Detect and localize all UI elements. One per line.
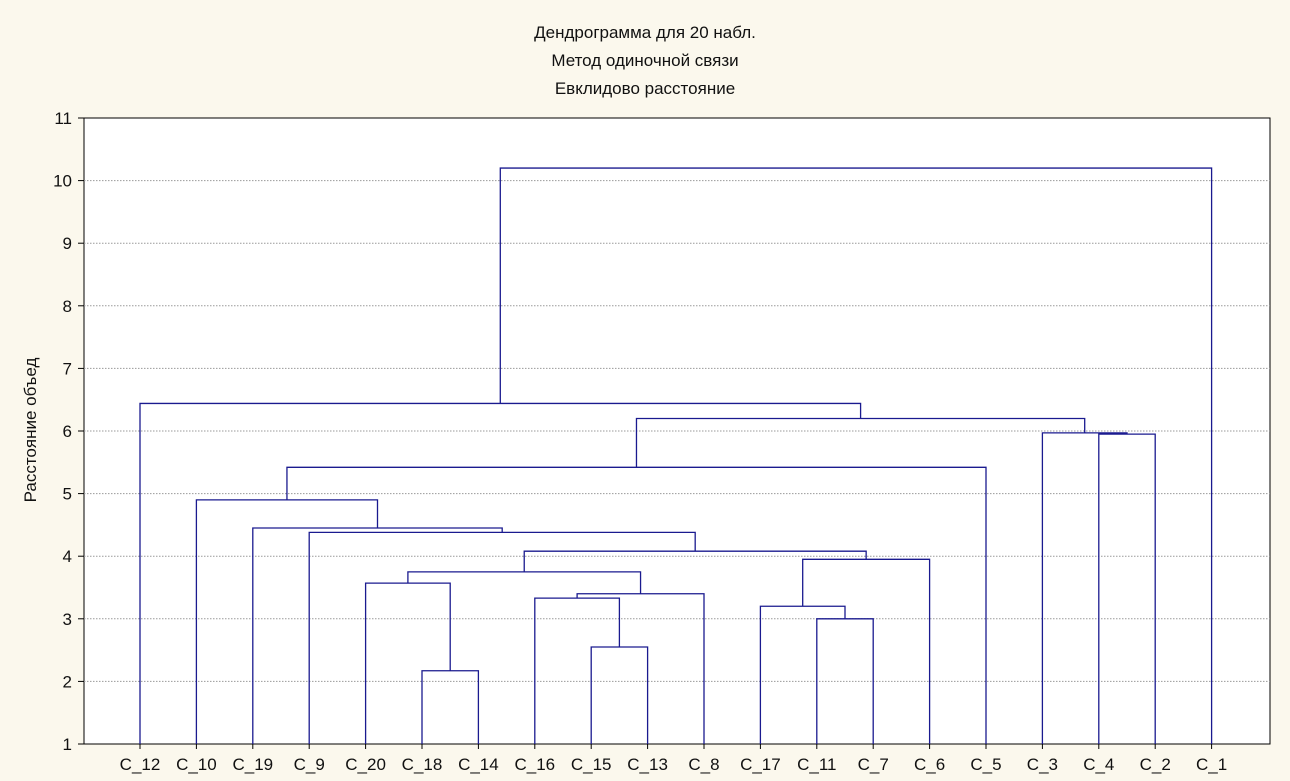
- leaf-label: C_12: [120, 755, 161, 774]
- leaf-label: C_11: [797, 755, 836, 774]
- leaf-label: C_17: [740, 755, 781, 774]
- leaf-label: C_10: [176, 755, 217, 774]
- leaf-label: C_5: [970, 755, 1001, 774]
- y-tick-label: 4: [63, 547, 72, 566]
- y-axis-label: Расстояние объед: [21, 358, 40, 503]
- y-axis-ticks: 1 2 3 4 5 6 7 8 9 10 11: [53, 109, 84, 754]
- y-tick-label: 10: [53, 172, 72, 191]
- leaf-label: C_13: [627, 755, 668, 774]
- y-tick-label: 8: [63, 297, 72, 316]
- leaf-label: C_9: [294, 755, 325, 774]
- y-tick-label: 5: [63, 485, 72, 504]
- leaf-label: C_20: [345, 755, 386, 774]
- leaf-label: C_16: [514, 755, 555, 774]
- dendrogram-links: [139, 167, 1213, 744]
- chart-title-line-1: Дендрограмма для 20 набл.: [534, 23, 756, 42]
- leaf-label: C_2: [1140, 755, 1171, 774]
- leaf-labels: C_12 C_10 C_19 C_9 C_20 C_18 C_14 C_16 C_15 C_13 C…: [120, 744, 1227, 774]
- leaf-label: C_8: [688, 755, 719, 774]
- y-tick-label: 1: [63, 735, 72, 754]
- dendrogram-link-m19: [499, 167, 1213, 744]
- chart-title-line-2: Метод одиночной связи: [551, 51, 738, 70]
- y-tick-label: 11: [54, 109, 72, 128]
- leaf-label: C_4: [1083, 755, 1114, 774]
- leaf-label: C_6: [914, 755, 945, 774]
- leaf-label: C_15: [571, 755, 612, 774]
- chart-title: Дендрограмма для 20 набл. Метод одиночно…: [534, 23, 756, 98]
- y-tick-label: 6: [63, 422, 72, 441]
- leaf-label: C_18: [402, 755, 443, 774]
- leaf-label: C_19: [232, 755, 273, 774]
- y-tick-label: 3: [63, 610, 72, 629]
- gridlines-overlay: [84, 180, 1270, 682]
- leaf-label: C_14: [458, 755, 499, 774]
- leaf-label: C_7: [858, 755, 889, 774]
- y-tick-label: 2: [63, 672, 72, 691]
- leaf-label: C_3: [1027, 755, 1058, 774]
- chart-title-line-3: Евклидово расстояние: [555, 79, 735, 98]
- y-tick-label: 9: [63, 234, 72, 253]
- leaf-label: C_1: [1196, 755, 1227, 774]
- y-tick-label: 7: [63, 359, 72, 378]
